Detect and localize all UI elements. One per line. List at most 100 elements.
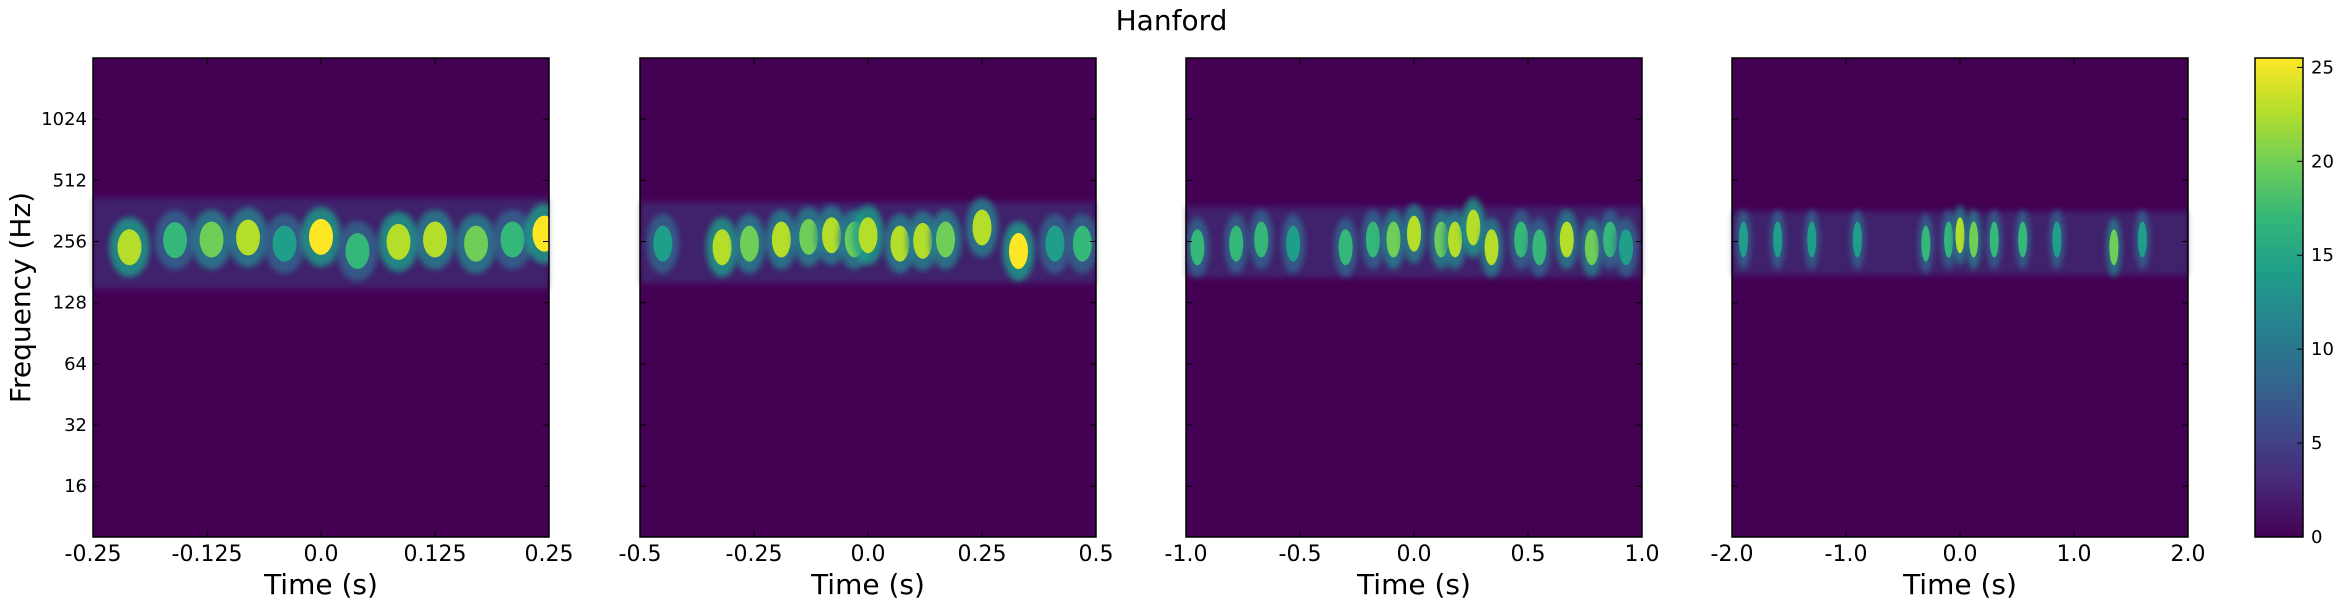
colorbar-tick-label: 15 (2311, 245, 2334, 266)
x-tick-label: -0.5 (619, 542, 662, 567)
signal-peak (1852, 221, 1862, 258)
x-tick-label: 1.0 (1625, 542, 1660, 567)
y-tick-label: 512 (53, 170, 87, 191)
x-tick-label: 0.0 (851, 542, 886, 567)
signal-peak (913, 222, 933, 259)
signal-peak (1254, 221, 1269, 258)
signal-peak (1072, 225, 1092, 262)
x-tick-label: 0.125 (404, 542, 467, 567)
y-axis-label: Frequency (Hz) (4, 192, 37, 403)
signal-peak (1514, 221, 1529, 258)
signal-peak (2018, 221, 2028, 258)
spectrogram-panel: -1.0 -0.5 0.0 0.5 1.0 Time (s) (1165, 57, 1660, 601)
colorbar-gradient (2254, 57, 2304, 538)
signal-peak (1807, 221, 1817, 258)
signal-peak (1559, 221, 1574, 258)
signal-peak (1955, 217, 1965, 254)
signal-peak (2137, 221, 2147, 258)
spectrogram-panel: -0.5 -0.25 0.0 0.25 0.5 Time (s) (619, 57, 1114, 601)
x-tick-label: -2.0 (1711, 542, 1754, 567)
signal-peak (1532, 229, 1547, 266)
signal-peak (890, 225, 910, 262)
colorbar-tick-label: 5 (2311, 433, 2322, 454)
signal-peak (1773, 221, 1783, 258)
x-tick-label: -0.25 (726, 542, 783, 567)
signal-peak (1386, 221, 1401, 258)
colorbar: 0 5 10 15 20 25 (2254, 57, 2334, 548)
y-tick-label: 16 (64, 476, 87, 497)
signal-peak (1603, 221, 1618, 258)
colorbar-tick-label: 20 (2311, 151, 2334, 172)
x-axis-label: Time (s) (1356, 568, 1471, 601)
signal-peak (423, 221, 447, 258)
signal-peak (1989, 221, 1999, 258)
signal-peak (309, 218, 333, 255)
signal-peak (1619, 229, 1634, 266)
spectrogram-background (640, 58, 1096, 537)
signal-peak (1738, 221, 1748, 258)
x-axis-label: Time (s) (263, 568, 378, 601)
colorbar-tick-label: 0 (2311, 527, 2322, 548)
x-tick-label: -1.0 (1825, 542, 1868, 567)
colorbar-tick-label: 25 (2311, 57, 2334, 78)
signal-peak (1190, 229, 1205, 266)
y-tick-label: 128 (53, 293, 87, 314)
x-tick-label: -0.5 (1279, 542, 1322, 567)
x-axis-label: Time (s) (1902, 568, 2017, 601)
signal-peak (464, 225, 489, 262)
signal-peak (858, 217, 878, 254)
x-tick-label: 0.0 (1943, 542, 1978, 567)
signal-peak (936, 221, 956, 258)
signal-peak (199, 221, 224, 258)
figure-title: Hanford (1115, 4, 1228, 37)
signal-peak (1286, 225, 1301, 262)
x-tick-label: 0.0 (304, 542, 339, 567)
signal-peak (2052, 221, 2062, 258)
signal-peak (653, 225, 673, 262)
signal-peak (1584, 229, 1599, 266)
signal-peak (712, 229, 732, 266)
y-tick-label: 32 (64, 415, 87, 436)
signal-peak (386, 223, 411, 260)
x-tick-label: 1.0 (2057, 542, 2092, 567)
signal-peak (1045, 225, 1065, 262)
spectrogram-panel: -2.0 -1.0 0.0 1.0 2.0 Time (s) (1711, 57, 2206, 601)
signal-peak (1944, 221, 1954, 258)
signal-peak (500, 221, 525, 258)
signal-peak (1338, 229, 1353, 266)
signal-peak (1969, 221, 1979, 258)
x-tick-label: 2.0 (2171, 542, 2206, 567)
signal-peak (1448, 221, 1463, 258)
spectrogram-panel: -0.25 -0.125 0.0 0.125 0.25 16 32 64 128 256 512 10… (41, 57, 574, 601)
signal-peak (345, 232, 370, 269)
signal-peak (1008, 232, 1028, 269)
spectrogram-background (1186, 58, 1642, 537)
signal-peak (972, 209, 992, 246)
colorbar-tick-label: 10 (2311, 339, 2334, 360)
signal-peak (272, 225, 297, 262)
x-tick-label: 0.25 (525, 542, 574, 567)
signal-peak (1484, 229, 1499, 266)
x-tick-label: -0.125 (172, 542, 243, 567)
signal-peak (1466, 209, 1481, 246)
x-tick-label: 0.5 (1079, 542, 1114, 567)
signal-peak (799, 218, 819, 255)
x-tick-label: -0.25 (65, 542, 122, 567)
signal-peak (163, 222, 188, 259)
spectrogram-background (93, 58, 549, 537)
signal-peak (1407, 215, 1421, 252)
signal-peak (1921, 225, 1931, 262)
signal-peak (236, 219, 261, 256)
signal-peak (822, 217, 842, 254)
signal-peak (1229, 225, 1244, 262)
spectrogram-background (1732, 58, 2188, 537)
x-tick-label: 0.0 (1397, 542, 1432, 567)
x-tick-label: 0.25 (958, 542, 1007, 567)
y-tick-label: 64 (64, 354, 87, 375)
x-tick-label: 0.5 (1511, 542, 1546, 567)
signal-peak (532, 215, 549, 252)
x-tick-label: -1.0 (1165, 542, 1208, 567)
signal-peak (2109, 229, 2119, 266)
signal-peak (739, 225, 759, 262)
